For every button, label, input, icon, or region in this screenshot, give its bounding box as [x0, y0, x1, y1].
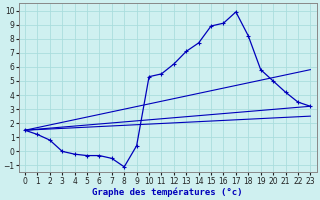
X-axis label: Graphe des températures (°c): Graphe des températures (°c)	[92, 187, 243, 197]
